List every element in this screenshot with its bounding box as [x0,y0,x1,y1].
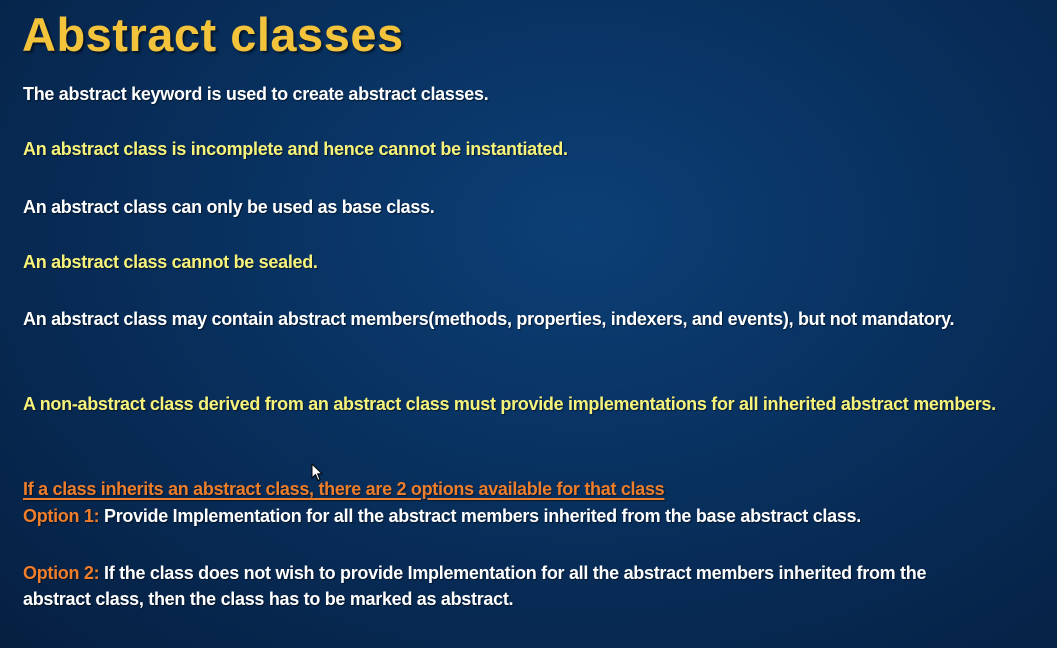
bullet-point-1: The abstract keyword is used to create a… [23,84,489,104]
bullet-point-6: A non-abstract class derived from an abs… [23,394,996,414]
option-2-label: Option 2: [23,563,100,583]
options-heading: If a class inherits an abstract class, t… [23,479,665,499]
bullet-point-3: An abstract class can only be used as ba… [23,197,435,217]
bullet-point-5: An abstract class may contain abstract m… [23,309,955,329]
option-2-text: If the class does not wish to provide Im… [23,563,927,609]
option-1: Option 1: Provide Implementation for all… [23,503,1008,529]
option-1-text: Provide Implementation for all the abstr… [99,506,861,526]
option-1-label: Option 1: [23,506,100,526]
option-2: Option 2: If the class does not wish to … [23,560,958,612]
bullet-point-4: An abstract class cannot be sealed. [23,252,318,272]
mouse-pointer-icon [311,463,323,481]
bullet-point-2: An abstract class is incomplete and henc… [23,139,568,159]
slide-title: Abstract classes [22,8,404,61]
